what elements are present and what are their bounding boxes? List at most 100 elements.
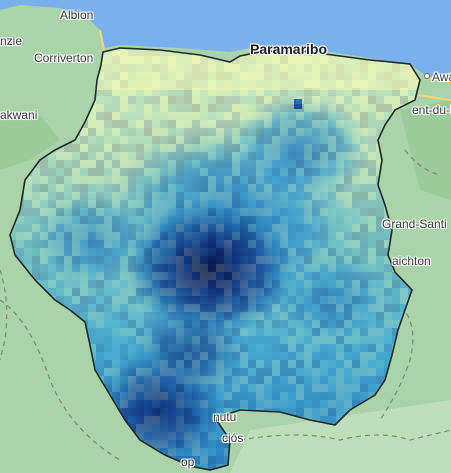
heatmap-pixel (264, 88, 272, 96)
heatmap-pixel (280, 344, 288, 352)
heatmap-pixel (208, 160, 216, 168)
heatmap-pixel (320, 392, 328, 400)
heatmap-pixel (360, 160, 368, 168)
heatmap-pixel (360, 192, 368, 200)
heatmap-pixel (248, 96, 256, 104)
heatmap-pixel (248, 376, 256, 384)
heatmap-pixel (392, 296, 400, 304)
heatmap-pixel (168, 304, 176, 312)
heatmap-pixel (280, 160, 288, 168)
heatmap-pixel (64, 192, 72, 200)
heatmap-pixel (176, 296, 184, 304)
heatmap-pixel (352, 344, 360, 352)
heatmap-pixel (296, 136, 304, 144)
heatmap-pixel (280, 184, 288, 192)
place-label-awala[interactable]: Awa (432, 70, 451, 84)
heatmap-pixel (352, 184, 360, 192)
heatmap-pixel (384, 312, 392, 320)
heatmap-pixel (120, 328, 128, 336)
heatmap-pixel (48, 288, 56, 296)
heatmap-pixel (136, 320, 144, 328)
heatmap-pixel (240, 360, 248, 368)
heatmap-pixel (240, 128, 248, 136)
heatmap-pixel (200, 344, 208, 352)
place-label-saint-laurent[interactable]: ent-du-M (412, 103, 451, 117)
heatmap-pixel (144, 88, 152, 96)
heatmap-pixel (160, 368, 168, 376)
place-label-grand-santi[interactable]: Grand-Santi (382, 217, 447, 231)
place-label-cios[interactable]: ciós (222, 431, 244, 445)
heatmap-pixel (136, 256, 144, 264)
heatmap-pixel (160, 384, 168, 392)
heatmap-pixel (216, 96, 224, 104)
heatmap-pixel (216, 128, 224, 136)
heatmap-pixel (272, 120, 280, 128)
heatmap-pixel (112, 208, 120, 216)
heatmap-pixel (320, 120, 328, 128)
heatmap-pixel (136, 296, 144, 304)
heatmap-pixel (184, 208, 192, 216)
heatmap-pixel (328, 248, 336, 256)
heatmap-pixel (104, 304, 112, 312)
place-label-nzie[interactable]: nzie (0, 34, 23, 48)
place-label-corriverton[interactable]: Corriverton (34, 51, 94, 65)
place-label-akwani[interactable]: akwani (0, 108, 38, 122)
place-label-nutu[interactable]: nutu (213, 410, 237, 424)
heatmap-pixel (352, 280, 360, 288)
heatmap-pixel (56, 176, 64, 184)
heatmap-pixel (248, 112, 256, 120)
heatmap-pixel (304, 272, 312, 280)
place-label-op[interactable]: op (181, 455, 195, 469)
heatmap-pixel (288, 160, 296, 168)
heatmap-pixel (248, 392, 256, 400)
heatmap-pixel (104, 208, 112, 216)
heatmap-pixel (112, 304, 120, 312)
place-label-albion[interactable]: Albion (60, 8, 94, 22)
heatmap-pixel (96, 296, 104, 304)
heatmap-pixel (56, 208, 64, 216)
heatmap-pixel (288, 368, 296, 376)
heatmap-pixel (312, 320, 320, 328)
heatmap-pixel (224, 160, 232, 168)
highway-line (99, 29, 451, 101)
heatmap-pixel (328, 208, 336, 216)
place-label-paramaribo[interactable]: Paramaribo (250, 41, 328, 57)
heatmap-pixel (88, 152, 96, 160)
heatmap-pixel (64, 160, 72, 168)
heatmap-pixel (24, 200, 32, 208)
heatmap-pixel (136, 208, 144, 216)
heatmap-pixel (16, 248, 24, 256)
heatmap-pixel (32, 216, 40, 224)
heatmap-pixel (240, 232, 248, 240)
heatmap-pixel (304, 336, 312, 344)
heatmap-pixel (360, 200, 368, 208)
heatmap-pixel (72, 272, 80, 280)
heatmap-pixel (160, 88, 168, 96)
heatmap-pixel (264, 104, 272, 112)
heatmap-pixel (248, 224, 256, 232)
heatmap-pixel (184, 272, 192, 280)
heatmap-pixel (72, 136, 80, 144)
heatmap-pixel (160, 416, 168, 424)
heatmap-pixel (336, 184, 344, 192)
place-label-maripasoula[interactable]: aichton (392, 254, 431, 268)
heatmap-pixel (200, 408, 208, 416)
heatmap-pixel (160, 184, 168, 192)
heatmap-pixel (120, 320, 128, 328)
heatmap-pixel (320, 160, 328, 168)
heatmap-pixel (112, 352, 120, 360)
heatmap-pixel (320, 320, 328, 328)
heatmap-pixel (344, 88, 352, 96)
heatmap-pixel (248, 336, 256, 344)
heatmap-pixel (264, 312, 272, 320)
heatmap-pixel (176, 320, 184, 328)
heatmap-pixel (216, 232, 224, 240)
heatmap-pixel (184, 288, 192, 296)
heatmap-pixel (360, 128, 368, 136)
heatmap-pixel (200, 160, 208, 168)
heatmap-pixel (280, 376, 288, 384)
heatmap-pixel (288, 384, 296, 392)
heatmap-pixel (216, 264, 224, 272)
